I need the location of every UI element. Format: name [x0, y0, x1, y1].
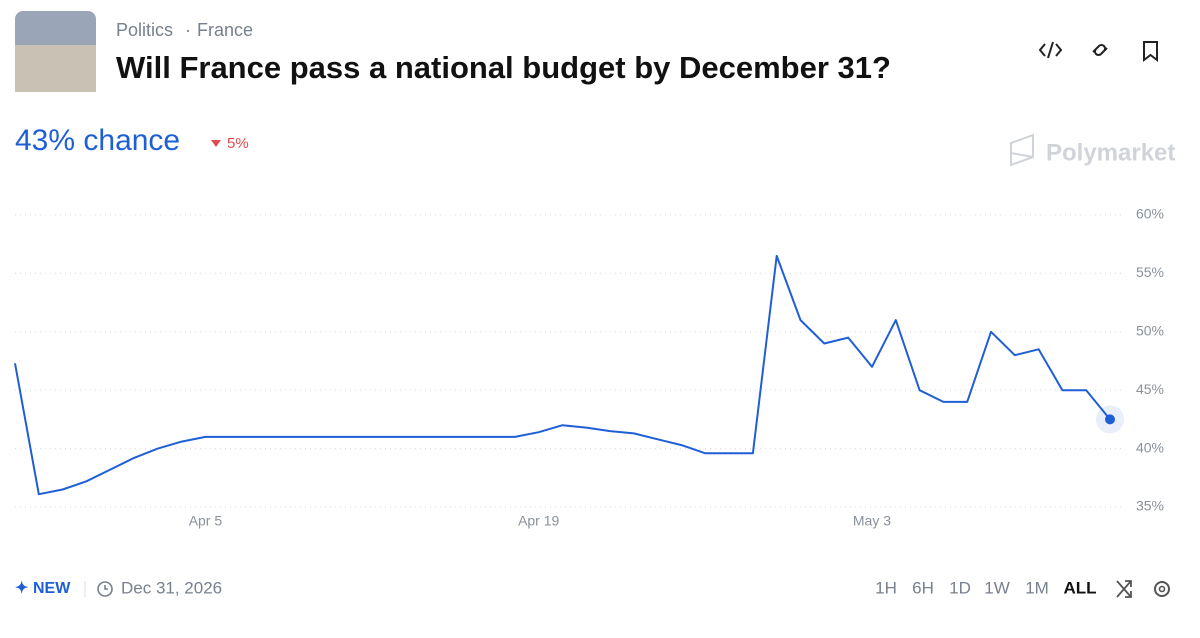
link-icon[interactable] [1092, 43, 1108, 57]
embed-icon[interactable] [1038, 41, 1063, 59]
end-date: Dec 31, 2026 [121, 578, 222, 597]
clock-icon [97, 581, 113, 597]
range-button[interactable]: 1M [1025, 578, 1049, 597]
y-tick-label: 55% [1136, 264, 1164, 280]
brand: Polymarket [1046, 139, 1175, 166]
new-star: ✦ [15, 580, 28, 597]
separator: · [185, 20, 191, 40]
chance: 43% chance [15, 124, 180, 157]
price-line [14, 254, 1111, 496]
market-image-building [15, 45, 96, 92]
subcategory[interactable]: France [197, 20, 253, 40]
range-button[interactable]: 1H [875, 578, 897, 597]
icons [1038, 41, 1158, 63]
y-tick-label: 45% [1136, 381, 1164, 397]
bookmark-icon[interactable] [1143, 41, 1158, 63]
settings-center [1158, 585, 1166, 593]
change-arrow [211, 140, 221, 147]
y-tick-label: 35% [1136, 498, 1164, 514]
range-buttons: 1H 6H 1D 1W 1M ALL [875, 578, 1096, 597]
category[interactable]: Politics [116, 20, 173, 40]
title: Will France pass a national budget by De… [116, 50, 891, 85]
x-tick-label: Apr 5 [189, 513, 223, 529]
range-button[interactable]: 6H [912, 578, 934, 597]
plot: 35% 40% 45% 50% 55% 60% Apr 5 Apr 19 May 3 [14, 206, 1164, 529]
clock-hands [104, 585, 108, 590]
range-button[interactable]: 1W [984, 578, 1010, 597]
new-badge: NEW [33, 580, 71, 597]
brand-logo [1010, 133, 1034, 167]
shuffle-icon[interactable] [1116, 580, 1132, 598]
range-button[interactable]: ALL [1063, 578, 1096, 597]
range-button[interactable]: 1D [949, 578, 971, 597]
change: 5% [227, 135, 249, 152]
end-point [1105, 414, 1115, 425]
y-tick-label: 60% [1136, 206, 1164, 222]
x-tick-label: May 3 [853, 513, 891, 529]
settings-icon[interactable] [1154, 581, 1170, 597]
y-tick-label: 50% [1136, 323, 1164, 339]
x-tick-label: Apr 19 [518, 513, 559, 529]
y-tick-label: 40% [1136, 439, 1164, 455]
